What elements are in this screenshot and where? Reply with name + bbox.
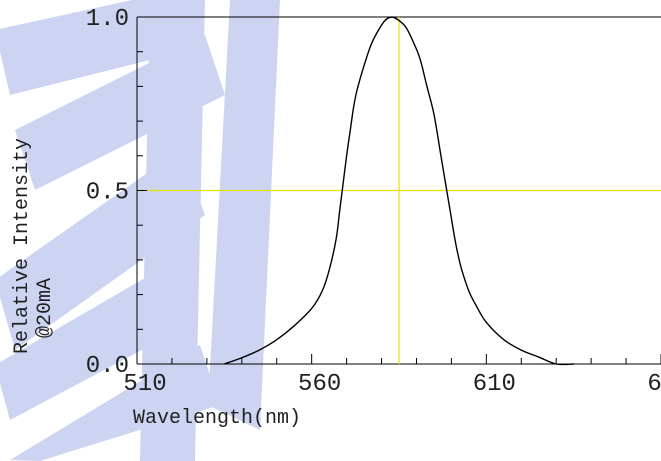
axis-labels: 510 560 610 660 0.0 0.5 1.0 Wavelength(nm) Relat… xyxy=(11,6,661,430)
y-axis-title: Relative Intensity xyxy=(11,138,34,354)
x-tick-label: 660 xyxy=(647,371,661,398)
watermark-logo xyxy=(0,0,280,461)
x-tick-label: 560 xyxy=(298,371,341,398)
y-tick-label: 0.5 xyxy=(86,180,129,207)
series-line-0 xyxy=(224,16,574,366)
x-tick-label: 510 xyxy=(123,371,166,398)
y-tick-label: 1.0 xyxy=(86,6,129,33)
axis-ticks xyxy=(136,16,661,364)
y-tick-label: 0.0 xyxy=(86,353,129,380)
x-tick-label: 610 xyxy=(473,371,516,398)
x-axis-title: Wavelength(nm) xyxy=(133,407,301,430)
y-axis-subtitle: @20mA xyxy=(34,278,57,338)
